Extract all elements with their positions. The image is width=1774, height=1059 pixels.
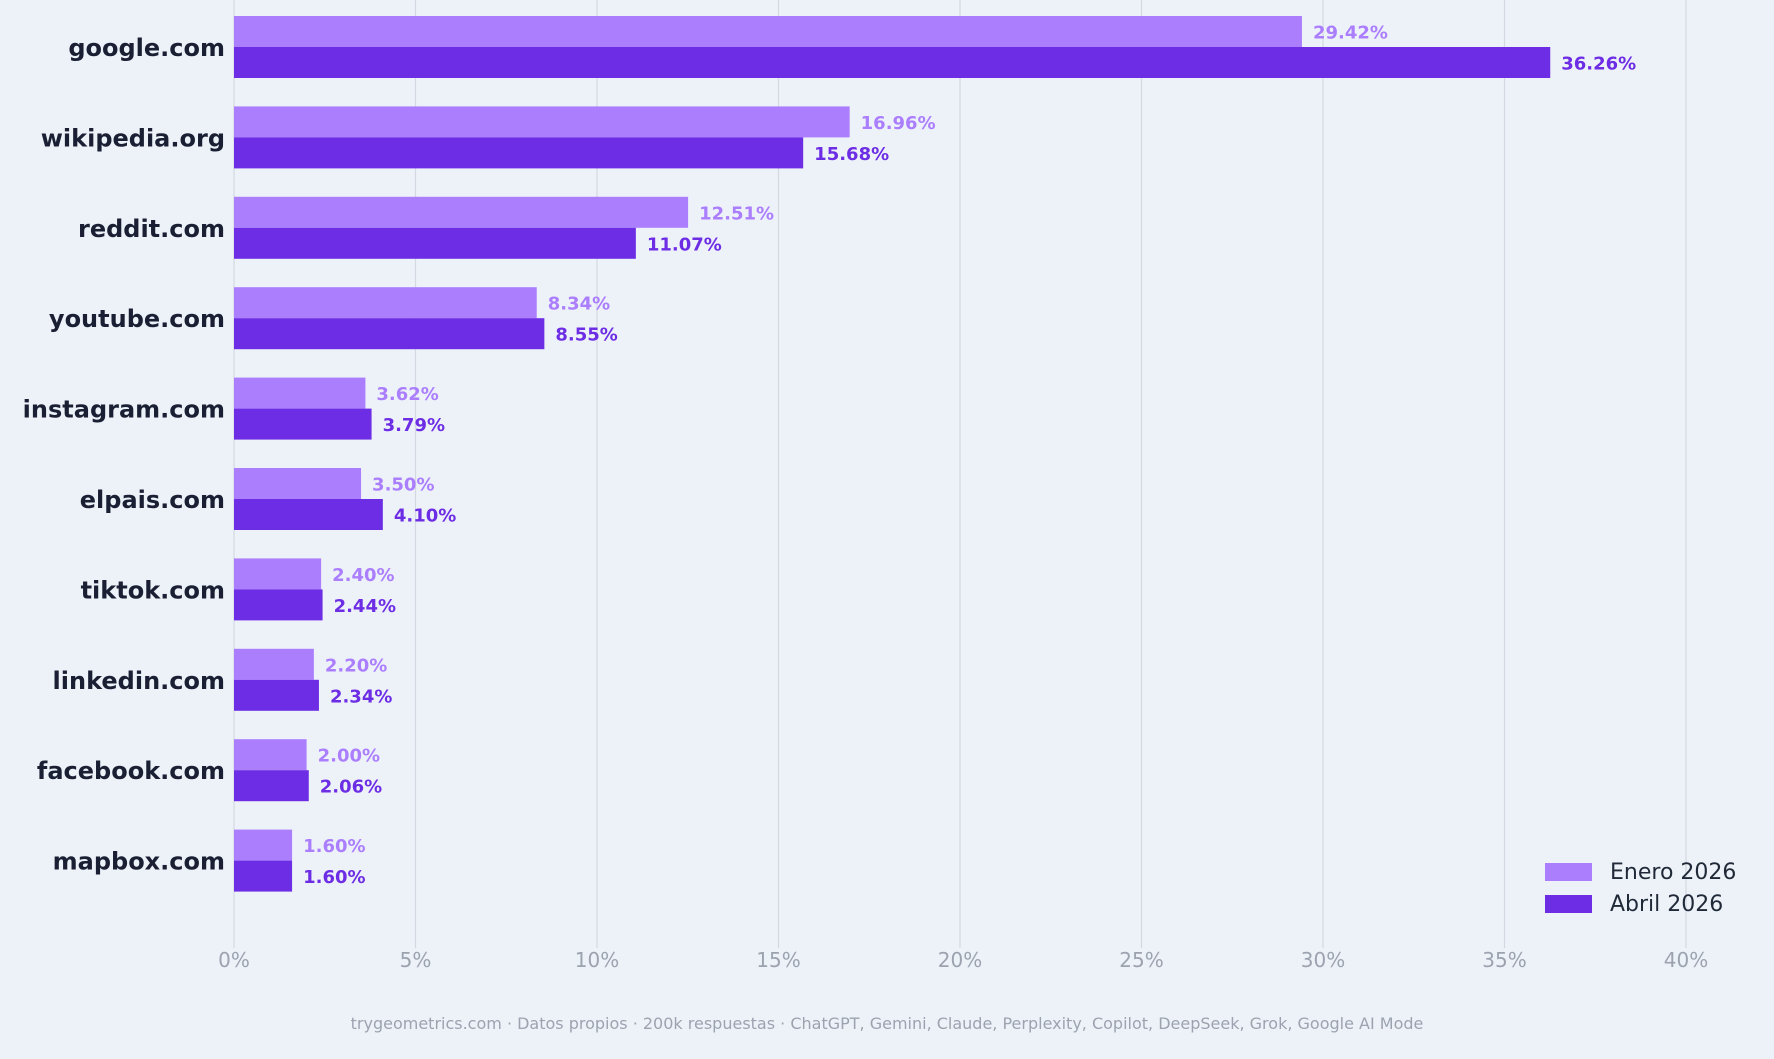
data-label: 4.10%: [394, 506, 456, 527]
data-label: 16.96%: [861, 113, 936, 134]
data-label: 3.62%: [376, 384, 438, 405]
data-label: 2.44%: [334, 596, 396, 617]
data-label: 1.60%: [303, 867, 365, 888]
category-label: youtube.com: [49, 305, 225, 333]
legend-item-series-1: Enero 2026: [1545, 856, 1736, 888]
data-label: 2.00%: [318, 746, 380, 767]
legend-item-series-2: Abril 2026: [1545, 888, 1736, 920]
bar: [234, 468, 362, 499]
x-tick-label: 35%: [1482, 948, 1526, 972]
bar: [234, 196, 689, 228]
data-label: 1.60%: [303, 836, 365, 857]
data-label: 12.51%: [699, 203, 774, 224]
bar: [234, 589, 323, 621]
bar: [234, 829, 293, 861]
category-label: reddit.com: [78, 215, 225, 243]
bar: [234, 558, 322, 590]
legend-label: Abril 2026: [1610, 891, 1724, 917]
data-label: 11.07%: [647, 234, 722, 255]
bar: [234, 137, 804, 169]
x-tick-label: 15%: [756, 948, 800, 972]
data-label: 3.50%: [372, 475, 434, 496]
x-tick-label: 25%: [1119, 948, 1163, 972]
bar: [234, 499, 383, 530]
x-tick-label: 30%: [1301, 948, 1345, 972]
category-label: google.com: [68, 34, 225, 62]
category-label: tiktok.com: [81, 576, 225, 604]
data-label: 36.26%: [1561, 54, 1636, 75]
data-label: 8.34%: [548, 294, 610, 315]
category-label: facebook.com: [37, 757, 225, 785]
data-label: 8.55%: [555, 325, 617, 346]
category-label: mapbox.com: [53, 848, 225, 876]
category-label: wikipedia.org: [41, 124, 225, 152]
x-tick-label: 5%: [400, 948, 432, 972]
data-label: 2.20%: [325, 655, 387, 676]
chart-plot: 0% 5% 10% 15% 20% 25% 30% 35% 40% google.com 29.42…: [23, 0, 1708, 972]
bar: [234, 739, 307, 771]
bar: [234, 408, 372, 440]
legend-label: Enero 2026: [1610, 859, 1737, 885]
data-label: 2.06%: [320, 777, 382, 798]
bar: [234, 679, 319, 711]
bar: [234, 287, 537, 319]
x-tick-label: 40%: [1664, 948, 1708, 972]
bar: [234, 227, 636, 259]
data-label: 2.40%: [332, 565, 394, 586]
category-label: instagram.com: [23, 396, 225, 424]
bar: [234, 648, 314, 680]
legend: Enero 2026 Abril 2026: [1545, 856, 1736, 920]
bar: [234, 770, 309, 802]
x-tick-label: 0%: [218, 948, 250, 972]
bar: [234, 377, 366, 409]
footer-source-note: trygeometrics.com · Datos propios · 200k…: [350, 1014, 1424, 1033]
data-label: 29.42%: [1313, 23, 1388, 44]
bar: [234, 106, 850, 138]
data-label: 15.68%: [814, 144, 889, 165]
bar: [234, 318, 545, 350]
x-tick-label: 20%: [938, 948, 982, 972]
x-tick-label: 10%: [575, 948, 619, 972]
legend-swatch: [1545, 895, 1592, 913]
data-label: 3.79%: [383, 415, 445, 436]
category-label: elpais.com: [80, 486, 225, 514]
category-label: linkedin.com: [53, 667, 225, 695]
data-label: 2.34%: [330, 686, 392, 707]
legend-swatch: [1545, 863, 1592, 881]
bar: [234, 860, 293, 892]
bar: [234, 16, 1302, 47]
bar: [234, 47, 1551, 78]
